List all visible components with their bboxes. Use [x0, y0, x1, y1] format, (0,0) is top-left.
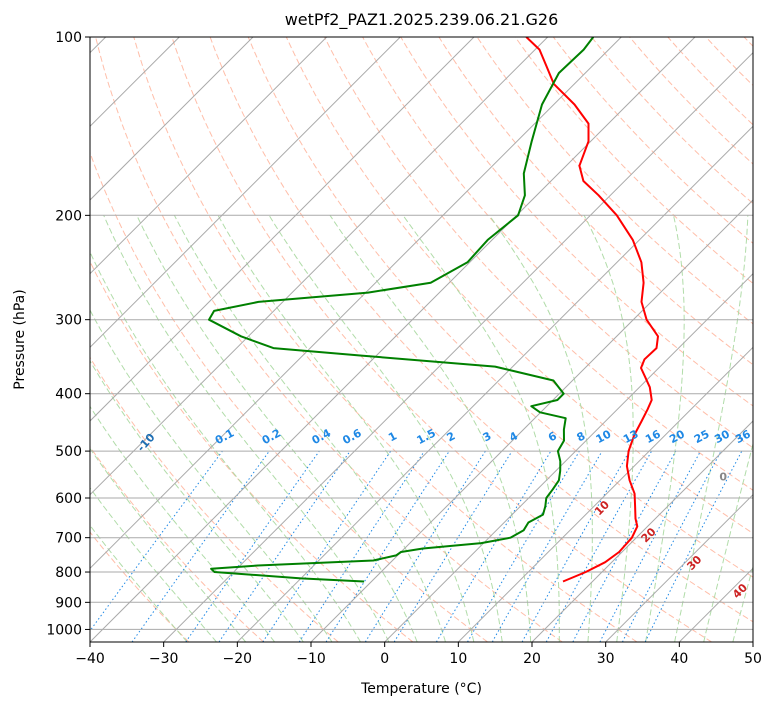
x-tick-label: 50 — [744, 651, 762, 667]
x-tick-label: 20 — [523, 651, 541, 667]
y-tick-label: 1000 — [46, 622, 82, 638]
x-axis-title: Temperature (°C) — [360, 681, 482, 697]
wet-bulb-zero-label: 0 — [719, 470, 727, 483]
chart-title: wetPf2_PAZ1.2025.239.06.21.G26 — [285, 10, 559, 30]
x-tick-label: −30 — [149, 651, 179, 667]
y-tick-label: 800 — [55, 565, 82, 581]
y-tick-label: 200 — [55, 208, 82, 224]
x-tick-label: 0 — [380, 651, 389, 667]
x-tick-label: −10 — [296, 651, 326, 667]
y-axis-title: Pressure (hPa) — [12, 289, 28, 389]
x-tick-label: 40 — [670, 651, 688, 667]
y-tick-label: 300 — [55, 313, 82, 329]
y-tick-label: 100 — [55, 30, 82, 46]
y-tick-label: 900 — [55, 595, 82, 611]
x-tick-label: −20 — [223, 651, 253, 667]
x-tick-label: 10 — [449, 651, 467, 667]
y-tick-label: 500 — [55, 444, 82, 460]
y-tick-label: 700 — [55, 531, 82, 547]
x-tick-label: 30 — [597, 651, 615, 667]
x-tick-label: −40 — [75, 651, 105, 667]
y-tick-label: 600 — [55, 491, 82, 507]
y-tick-label: 400 — [55, 387, 82, 403]
